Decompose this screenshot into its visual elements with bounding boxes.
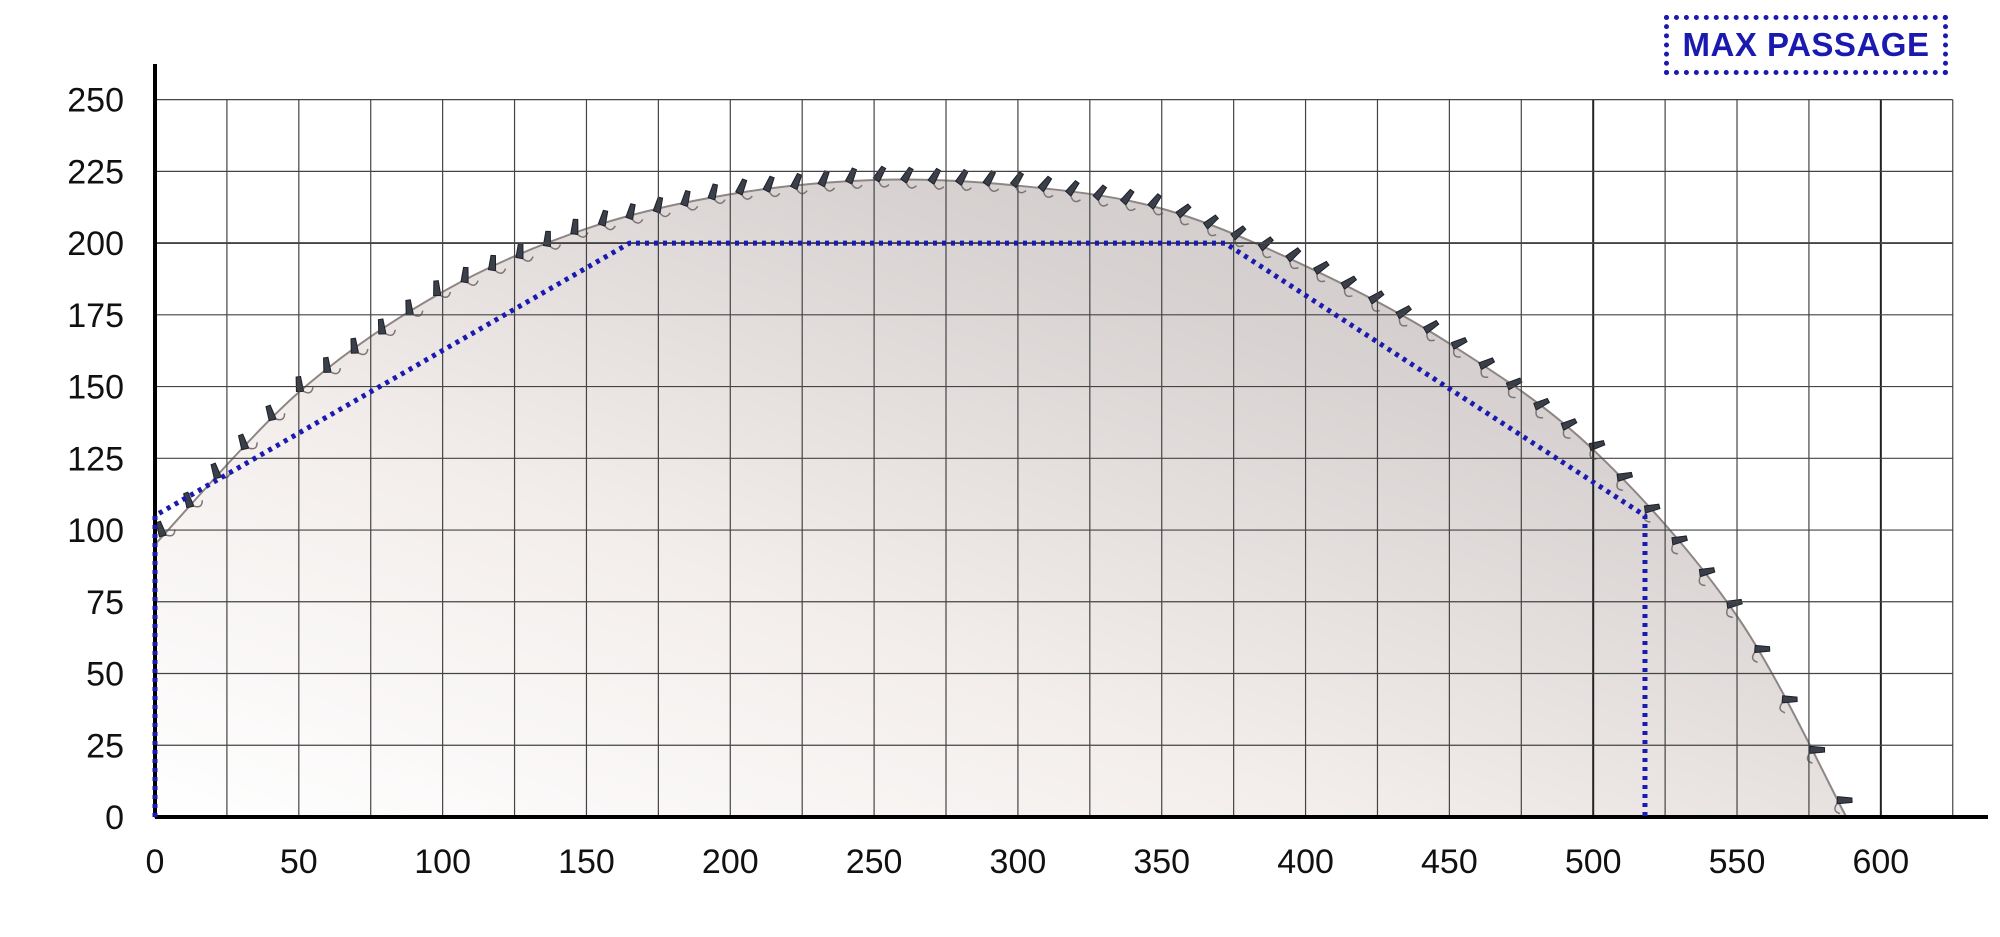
saw-blade-body bbox=[154, 178, 1849, 818]
saw-tooth bbox=[982, 169, 1000, 193]
saw-tooth bbox=[1560, 418, 1578, 439]
y-tick-label: 250 bbox=[67, 82, 124, 120]
saw-tooth bbox=[844, 167, 863, 189]
legend-max-passage: MAX PASSAGE bbox=[1664, 15, 1948, 75]
y-tick-label: 100 bbox=[67, 512, 124, 550]
x-tick-label: 50 bbox=[280, 843, 318, 881]
x-tick-label: 550 bbox=[1709, 843, 1766, 881]
saw-tooth bbox=[735, 178, 753, 200]
saw-blade bbox=[154, 165, 1853, 818]
saw-tooth bbox=[377, 318, 397, 337]
y-tick-label: 150 bbox=[67, 369, 124, 407]
saw-tooth bbox=[295, 375, 314, 394]
saw-tooth bbox=[680, 189, 699, 211]
saw-tooth bbox=[625, 203, 644, 224]
saw-tooth bbox=[1478, 357, 1496, 379]
saw-tooth bbox=[1671, 535, 1688, 555]
saw-tooth bbox=[1834, 796, 1853, 815]
x-axis-tick-labels: 0 50 100 150 200 250 300 350 400 450 500 550 600 bbox=[146, 843, 1910, 881]
saw-tooth bbox=[872, 165, 890, 188]
saw-tooth bbox=[487, 254, 507, 274]
x-tick-label: 500 bbox=[1565, 843, 1622, 881]
y-tick-label: 175 bbox=[67, 297, 124, 335]
legend-label: MAX PASSAGE bbox=[1682, 26, 1930, 63]
saw-tooth bbox=[350, 337, 369, 356]
series-max-passage-line bbox=[152, 240, 1648, 817]
saw-tooth bbox=[1779, 695, 1798, 714]
saw-tooth bbox=[707, 183, 726, 205]
grid bbox=[155, 98, 1954, 817]
saw-tooth bbox=[1422, 319, 1440, 342]
x-tick-label: 0 bbox=[146, 843, 165, 881]
saw-tooth bbox=[1313, 260, 1330, 283]
y-tick-label: 125 bbox=[67, 440, 124, 478]
saw-tooth bbox=[1340, 275, 1358, 298]
saw-tooth bbox=[237, 433, 258, 451]
saw-tooth bbox=[183, 491, 203, 509]
saw-tooth bbox=[1009, 171, 1027, 194]
y-tick-label: 0 bbox=[105, 799, 124, 837]
saw-tooth bbox=[1202, 214, 1220, 237]
series-layer bbox=[152, 240, 1648, 817]
y-tick-label: 225 bbox=[67, 153, 124, 191]
saw-tooth bbox=[1616, 471, 1634, 492]
x-tick-label: 250 bbox=[846, 843, 903, 881]
saw-tooth bbox=[1698, 567, 1716, 587]
axes bbox=[153, 64, 1988, 819]
saw-tooth bbox=[570, 218, 589, 238]
saw-tooth bbox=[265, 404, 286, 422]
saw-tooth bbox=[1533, 397, 1551, 419]
saw-tooth bbox=[1064, 180, 1081, 203]
y-tick-label: 200 bbox=[67, 225, 124, 263]
saw-tooth bbox=[762, 175, 781, 198]
saw-tooth bbox=[1395, 305, 1413, 327]
saw-tooth bbox=[597, 209, 616, 231]
x-tick-label: 600 bbox=[1852, 843, 1909, 881]
saw-tooth bbox=[1037, 175, 1054, 198]
saw-tooth bbox=[433, 280, 452, 299]
saw-tooth bbox=[1285, 247, 1302, 270]
saw-tooth bbox=[1450, 337, 1468, 358]
x-tick-label: 400 bbox=[1277, 843, 1334, 881]
saw-tooth bbox=[927, 167, 945, 190]
saw-tooth bbox=[460, 266, 479, 286]
saw-tooth bbox=[323, 356, 342, 375]
saw-tooth bbox=[1175, 203, 1192, 226]
x-tick-label: 200 bbox=[702, 843, 759, 881]
y-tick-label: 75 bbox=[86, 584, 124, 622]
x-tick-label: 450 bbox=[1421, 843, 1478, 881]
x-tick-label: 100 bbox=[414, 843, 471, 881]
x-tick-label: 150 bbox=[558, 843, 615, 881]
saw-tooth bbox=[1643, 503, 1661, 523]
saw-tooth bbox=[1119, 188, 1136, 212]
x-tick-label: 350 bbox=[1133, 843, 1190, 881]
saw-tooth bbox=[817, 170, 836, 192]
saw-tooth bbox=[1092, 184, 1109, 207]
y-axis-tick-labels: 0 25 50 75 100 125 150 175 200 225 250 bbox=[67, 82, 124, 837]
saw-tooth bbox=[1751, 644, 1771, 664]
y-tick-label: 25 bbox=[86, 727, 124, 765]
y-tick-label: 50 bbox=[86, 656, 124, 694]
x-tick-label: 300 bbox=[990, 843, 1047, 881]
